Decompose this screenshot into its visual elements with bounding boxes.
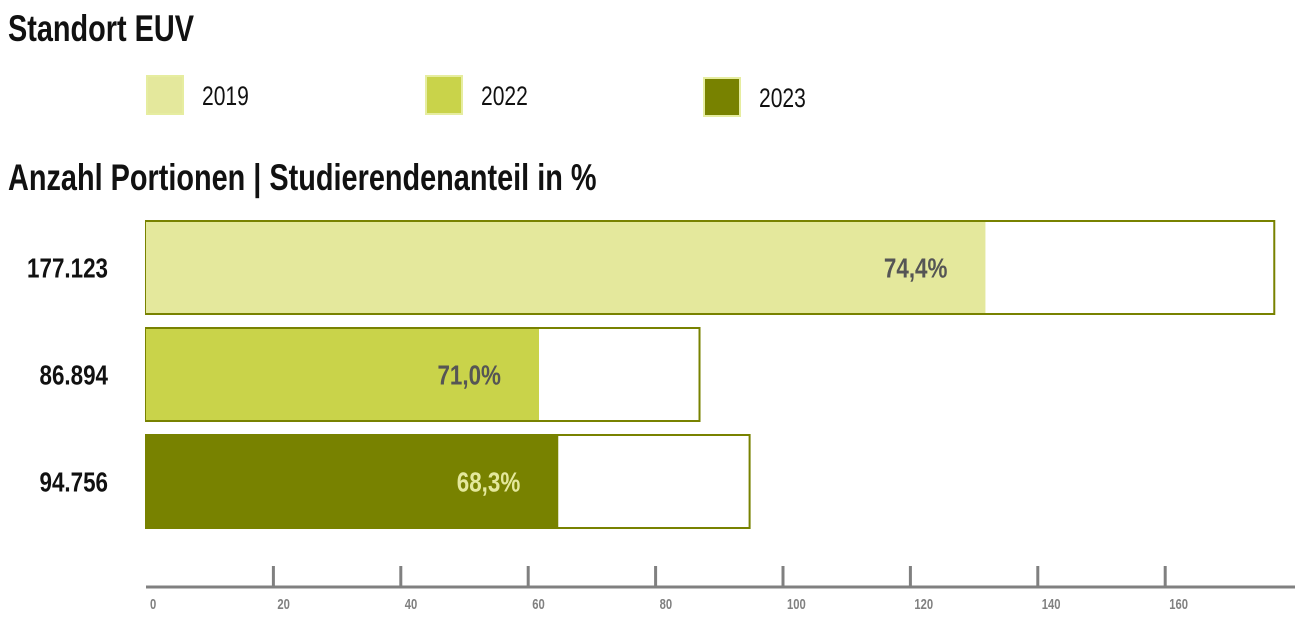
total-label: 94.756 (40, 467, 108, 498)
legend-label: 2019 (202, 81, 249, 111)
legend-swatch (425, 75, 463, 115)
legend-label: 2023 (759, 83, 806, 113)
legend-label: 2022 (481, 81, 528, 111)
bar-student-share-2023 (146, 436, 559, 527)
share-label: 68,3% (457, 467, 520, 498)
x-tick-label: 40 (405, 595, 418, 612)
bar-student-share-2019 (146, 222, 986, 313)
x-tick-label: 160 (1169, 595, 1188, 612)
x-tick-label: 140 (1042, 595, 1061, 612)
x-tick-label: 20 (277, 595, 290, 612)
legend-swatch (146, 75, 184, 115)
legend-swatch (703, 77, 741, 117)
x-tick-label: 80 (660, 595, 673, 612)
x-tick-label: 100 (787, 595, 806, 612)
chart-subtitle: Anzahl Portionen | Studierendenanteil in… (8, 157, 597, 198)
total-label: 86.894 (40, 360, 108, 391)
x-tick-label: 120 (914, 595, 933, 612)
x-tick-label: 60 (532, 595, 545, 612)
total-label: 177.123 (27, 253, 108, 284)
x-tick-label: 0 (150, 595, 156, 612)
bar-student-share-2022 (146, 329, 539, 420)
share-label: 74,4% (884, 253, 947, 284)
chart-title: Standort EUV (8, 8, 195, 49)
share-label: 71,0% (437, 360, 500, 391)
